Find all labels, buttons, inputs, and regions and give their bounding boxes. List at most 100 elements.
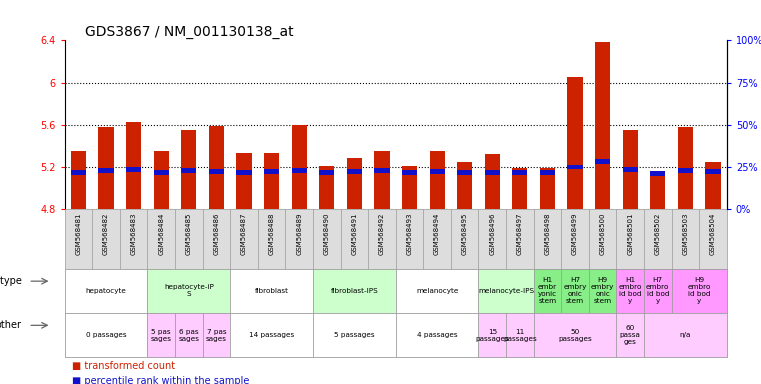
Bar bbox=[291, 125, 307, 209]
Bar bbox=[402, 166, 417, 209]
Text: GSM568484: GSM568484 bbox=[158, 212, 164, 255]
Text: 6 pas
sages: 6 pas sages bbox=[178, 329, 199, 341]
Text: melanocyte: melanocyte bbox=[416, 288, 458, 294]
Text: GSM568495: GSM568495 bbox=[462, 212, 468, 255]
Bar bbox=[479, 313, 506, 357]
Bar bbox=[568, 165, 583, 169]
Text: GSM568488: GSM568488 bbox=[269, 212, 275, 255]
Text: H9
embry
onic
stem: H9 embry onic stem bbox=[591, 277, 614, 305]
Text: GSM568503: GSM568503 bbox=[683, 212, 689, 255]
Bar bbox=[485, 170, 500, 175]
Bar bbox=[65, 269, 148, 313]
Bar bbox=[396, 269, 479, 313]
Text: H1
embr
yonic
stem: H1 embr yonic stem bbox=[538, 277, 557, 305]
Text: GSM568498: GSM568498 bbox=[544, 212, 550, 255]
Text: GSM568496: GSM568496 bbox=[489, 212, 495, 255]
Text: GSM568497: GSM568497 bbox=[517, 212, 523, 255]
Bar bbox=[98, 168, 113, 172]
Bar bbox=[485, 154, 500, 209]
Bar bbox=[479, 269, 533, 313]
Bar bbox=[402, 170, 417, 175]
Bar bbox=[705, 162, 721, 209]
Bar bbox=[71, 151, 86, 209]
Bar bbox=[126, 122, 142, 209]
Bar bbox=[429, 169, 444, 174]
Text: ■ percentile rank within the sample: ■ percentile rank within the sample bbox=[72, 376, 250, 384]
Text: fibroblast: fibroblast bbox=[255, 288, 288, 294]
Bar bbox=[595, 159, 610, 164]
Bar bbox=[319, 166, 334, 209]
Bar bbox=[622, 130, 638, 209]
Bar bbox=[678, 168, 693, 172]
Bar bbox=[237, 170, 252, 175]
Text: GSM568487: GSM568487 bbox=[241, 212, 247, 255]
Text: 7 pas
sages: 7 pas sages bbox=[206, 329, 227, 341]
Bar bbox=[671, 269, 727, 313]
Bar bbox=[154, 170, 169, 175]
Text: GSM568481: GSM568481 bbox=[75, 212, 81, 255]
Text: 4 passages: 4 passages bbox=[417, 332, 457, 338]
Text: GDS3867 / NM_001130138_at: GDS3867 / NM_001130138_at bbox=[84, 25, 293, 39]
Bar bbox=[622, 167, 638, 172]
Bar bbox=[568, 77, 583, 209]
Text: GSM568499: GSM568499 bbox=[572, 212, 578, 255]
Text: 50
passages: 50 passages bbox=[558, 329, 592, 341]
Text: GSM568500: GSM568500 bbox=[600, 212, 606, 255]
Bar bbox=[209, 126, 224, 209]
Text: GSM568494: GSM568494 bbox=[434, 212, 440, 255]
Text: melanocyte-IPS: melanocyte-IPS bbox=[478, 288, 534, 294]
Bar bbox=[313, 269, 396, 313]
Text: GSM568493: GSM568493 bbox=[406, 212, 412, 255]
Bar bbox=[374, 151, 390, 209]
Bar bbox=[181, 168, 196, 172]
Text: 11
passages: 11 passages bbox=[503, 329, 537, 341]
Bar bbox=[264, 169, 279, 174]
Bar bbox=[561, 269, 589, 313]
Bar bbox=[650, 171, 665, 209]
Bar bbox=[533, 313, 616, 357]
Text: 5 pas
sages: 5 pas sages bbox=[151, 329, 172, 341]
Bar bbox=[512, 168, 527, 209]
Bar bbox=[175, 313, 202, 357]
Bar bbox=[237, 153, 252, 209]
Bar bbox=[616, 269, 644, 313]
Text: fibroblast-IPS: fibroblast-IPS bbox=[330, 288, 378, 294]
Text: GSM568491: GSM568491 bbox=[352, 212, 358, 255]
Text: GSM568504: GSM568504 bbox=[710, 212, 716, 255]
Text: 0 passages: 0 passages bbox=[86, 332, 126, 338]
Bar bbox=[533, 269, 561, 313]
Bar bbox=[347, 169, 362, 174]
Bar bbox=[291, 168, 307, 172]
Bar bbox=[154, 151, 169, 209]
Bar bbox=[457, 170, 473, 175]
Text: 14 passages: 14 passages bbox=[249, 332, 295, 338]
Text: H7
embry
onic
stem: H7 embry onic stem bbox=[563, 277, 587, 305]
Text: GSM568482: GSM568482 bbox=[103, 212, 109, 255]
Text: 60
passa
ges: 60 passa ges bbox=[619, 325, 641, 345]
Text: hepatocyte-iP
S: hepatocyte-iP S bbox=[164, 285, 214, 297]
Bar bbox=[264, 153, 279, 209]
Bar bbox=[65, 313, 148, 357]
Bar bbox=[616, 313, 644, 357]
Bar bbox=[202, 313, 230, 357]
Bar bbox=[230, 269, 313, 313]
Bar bbox=[506, 313, 533, 357]
Bar bbox=[148, 313, 175, 357]
Text: GSM568490: GSM568490 bbox=[323, 212, 330, 255]
Bar bbox=[319, 170, 334, 175]
Bar bbox=[678, 127, 693, 209]
Bar bbox=[181, 130, 196, 209]
Bar bbox=[705, 169, 721, 174]
Text: GSM568485: GSM568485 bbox=[186, 212, 192, 255]
Bar bbox=[396, 313, 479, 357]
Text: cell type: cell type bbox=[0, 276, 21, 286]
Bar bbox=[457, 162, 473, 209]
Bar bbox=[429, 151, 444, 209]
Bar bbox=[540, 168, 555, 209]
Bar bbox=[512, 170, 527, 175]
Text: hepatocyte: hepatocyte bbox=[86, 288, 126, 294]
Text: other: other bbox=[0, 320, 21, 330]
Text: GSM568492: GSM568492 bbox=[379, 212, 385, 255]
Bar bbox=[595, 43, 610, 209]
Bar bbox=[98, 127, 113, 209]
